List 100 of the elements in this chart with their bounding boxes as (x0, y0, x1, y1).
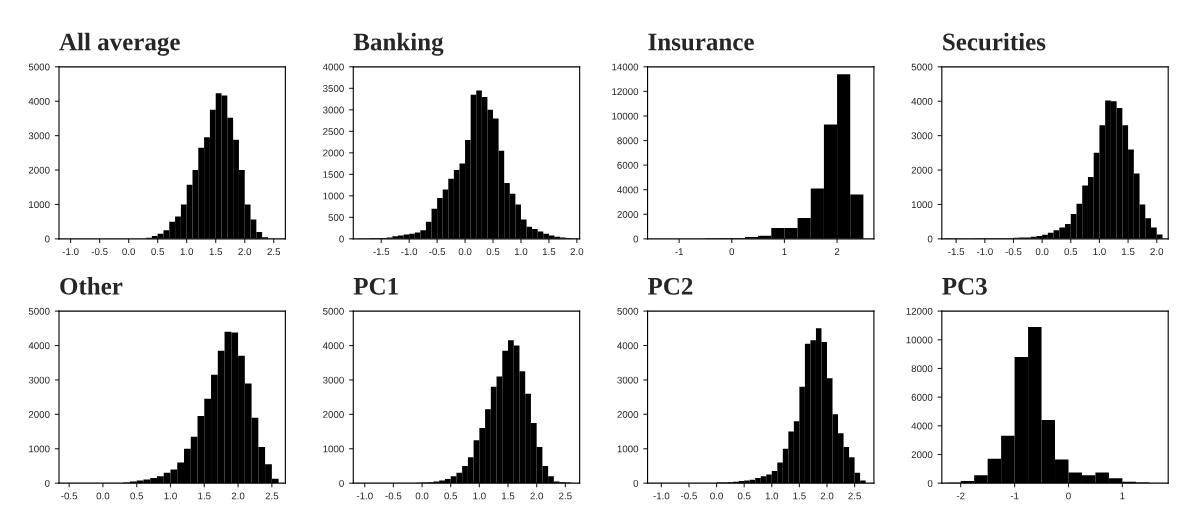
y-tick-label: 2000 (323, 411, 344, 418)
x-tick-label: -0.5 (385, 492, 402, 500)
y-tick-label: 2000 (911, 166, 933, 174)
x-tick-label: 2 (834, 248, 840, 255)
y-tick-label: 4000 (322, 63, 344, 71)
x-tick-label: 0.5 (444, 492, 458, 500)
x-tick-label: 1.5 (198, 492, 211, 500)
x-tick-label: 0.0 (96, 492, 110, 500)
chart-title: Banking (353, 32, 444, 56)
y-tick-label: 0 (44, 235, 50, 243)
y-tick-label: 3000 (617, 376, 639, 384)
x-tick-label: 1.0 (164, 492, 177, 500)
y-tick-label: 4000 (322, 342, 344, 350)
y-tick-label: 10000 (906, 336, 933, 344)
x-tick-label: -1.0 (356, 492, 373, 500)
y-tick-label: 0 (927, 235, 933, 243)
y-tick-label: 3000 (911, 132, 933, 140)
y-tick-label: 2000 (28, 411, 50, 418)
x-tick-label: 1 (782, 248, 787, 255)
x-tick-label: -0.5 (429, 248, 446, 256)
x-tick-label: 2.0 (570, 248, 584, 256)
x-tick-label: 0.0 (710, 492, 723, 500)
x-tick-label: 0.5 (737, 492, 751, 500)
y-tick-label: 5000 (323, 307, 344, 315)
y-tick-label: 0 (44, 479, 50, 487)
y-tick-label: 12000 (906, 307, 933, 315)
x-tick-label: -1.0 (653, 492, 670, 500)
x-tick-label: 0 (729, 248, 735, 256)
x-tick-label: -1 (675, 248, 683, 255)
x-tick-label: -0.5 (91, 248, 108, 256)
y-tick-label: 6000 (617, 161, 639, 169)
x-tick-label: 1.0 (180, 248, 194, 256)
chart-title: Insurance (648, 33, 754, 51)
y-tick-label: 8000 (617, 137, 639, 145)
y-tick-label: 0 (927, 479, 933, 487)
y-tick-label: 3000 (28, 376, 50, 384)
y-tick-label: 3500 (322, 85, 344, 92)
x-tick-label: 1.5 (793, 492, 806, 500)
y-tick-label: 14000 (612, 63, 639, 71)
y-tick-label: 1000 (29, 201, 50, 209)
y-tick-label: 1000 (323, 192, 344, 200)
x-tick-label: 1.0 (1093, 248, 1106, 256)
chart-title: PC1 (353, 277, 398, 295)
y-tick-label: 0 (339, 235, 344, 243)
x-tick-label: 2.0 (530, 492, 544, 500)
x-tick-label: 0.0 (122, 248, 136, 256)
x-tick-label: 2.5 (267, 248, 281, 256)
x-tick-label: 2.0 (231, 492, 245, 500)
y-tick-label: 3000 (28, 132, 50, 140)
x-tick-label: -1.0 (976, 248, 993, 256)
y-tick-label: 0 (633, 479, 639, 487)
x-tick-label: 1.0 (473, 492, 486, 500)
x-tick-label: 0.5 (130, 492, 144, 500)
y-tick-label: 12000 (612, 88, 639, 96)
x-tick-label: -1 (1010, 492, 1019, 500)
x-tick-label: -1.0 (62, 248, 79, 256)
x-tick-label: -1.5 (373, 248, 390, 256)
x-tick-label: 1.5 (1122, 248, 1135, 256)
x-tick-label: -0.5 (681, 492, 697, 500)
x-tick-label: 1.5 (209, 248, 223, 256)
y-tick-label: 2000 (28, 166, 50, 174)
x-tick-label: 1 (1120, 492, 1125, 500)
x-tick-label: 1.5 (542, 248, 556, 256)
y-tick-label: 1000 (29, 445, 50, 453)
chart-title: PC2 (647, 277, 693, 295)
y-tick-label: 0 (339, 479, 344, 487)
chart-title: PC3 (942, 277, 987, 295)
x-tick-label: 2.5 (559, 492, 572, 500)
y-tick-label: 1000 (323, 445, 344, 453)
y-tick-label: 1000 (911, 201, 933, 209)
y-tick-label: 5000 (911, 63, 933, 71)
x-tick-label: -0.5 (61, 492, 78, 500)
y-tick-label: 2000 (617, 211, 639, 218)
x-tick-label: 0.5 (486, 248, 500, 256)
y-tick-label: 500 (328, 214, 344, 221)
x-tick-label: -2 (956, 492, 965, 500)
y-tick-label: 4000 (28, 97, 50, 105)
x-tick-label: 0.0 (458, 248, 472, 256)
x-tick-label: -1.5 (948, 248, 965, 256)
chart-title: Securities (943, 32, 1046, 51)
x-tick-label: -0.5 (1005, 248, 1022, 256)
y-tick-label: 4000 (911, 422, 933, 430)
x-tick-label: 2.0 (238, 248, 252, 256)
x-tick-label: 2.0 (820, 492, 834, 500)
x-tick-label: 0.0 (415, 492, 429, 500)
y-tick-label: 2000 (911, 451, 933, 459)
x-tick-label: 0.0 (1035, 248, 1049, 256)
chart-title: All average (59, 32, 180, 56)
x-tick-label: 0.5 (1064, 248, 1078, 256)
chart-title: Other (60, 277, 123, 295)
y-tick-label: 0 (633, 235, 639, 243)
x-tick-label: 1.0 (514, 248, 528, 256)
y-tick-label: 6000 (911, 393, 933, 401)
x-tick-label: 2.5 (848, 492, 861, 500)
x-tick-label: 0.5 (151, 248, 165, 256)
y-tick-label: 1500 (323, 171, 344, 178)
y-tick-label: 5000 (617, 307, 639, 315)
y-tick-label: 1000 (617, 445, 639, 453)
y-tick-label: 2000 (617, 411, 639, 418)
y-tick-label: 4000 (617, 342, 639, 350)
